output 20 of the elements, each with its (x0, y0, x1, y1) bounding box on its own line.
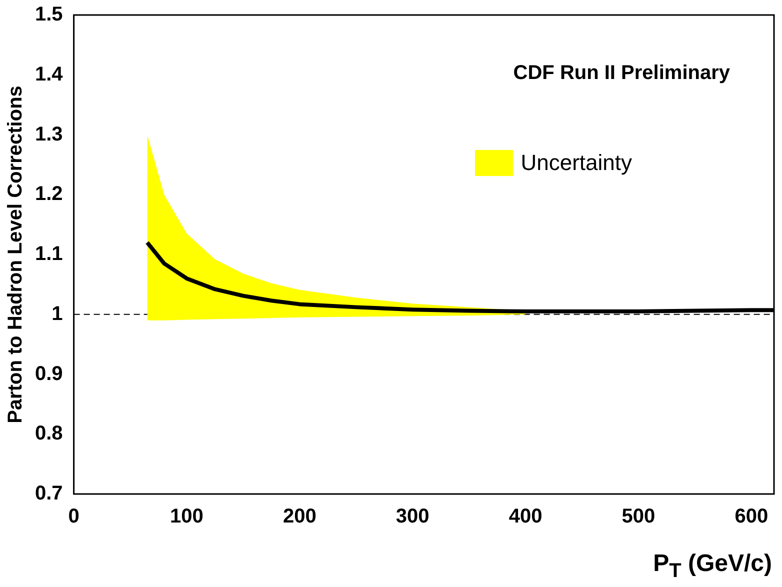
y-tick-label: 1.4 (34, 63, 64, 86)
y-tick-label: 1 (52, 302, 63, 325)
x-tick-label: 400 (508, 506, 542, 528)
x-tick-label: 100 (170, 506, 204, 528)
y-tick-label: 1.2 (34, 183, 63, 206)
y-tick-label: 1.3 (34, 123, 63, 146)
annotation: CDF Run II Preliminary (513, 62, 730, 85)
x-tick-label: 600 (734, 506, 768, 528)
y-tick-label: 1.5 (34, 4, 63, 26)
y-tick-label: 1.1 (34, 243, 63, 266)
y-axis-title: Parton to Hadron Level Corrections (4, 86, 27, 424)
text: Uncertainty (520, 150, 632, 176)
x-tick-label: 300 (396, 506, 430, 528)
x-tick-label: 500 (622, 506, 656, 528)
x-tick-label: 0 (68, 506, 80, 528)
y-tick-label: 0.9 (34, 362, 63, 385)
y-tick-label: 0.8 (34, 422, 63, 445)
x-tick-label: 200 (282, 506, 316, 528)
y-tick-label: 0.7 (34, 482, 63, 505)
x-axis-title: P$_{T}$ (GeV/c) (653, 550, 772, 583)
